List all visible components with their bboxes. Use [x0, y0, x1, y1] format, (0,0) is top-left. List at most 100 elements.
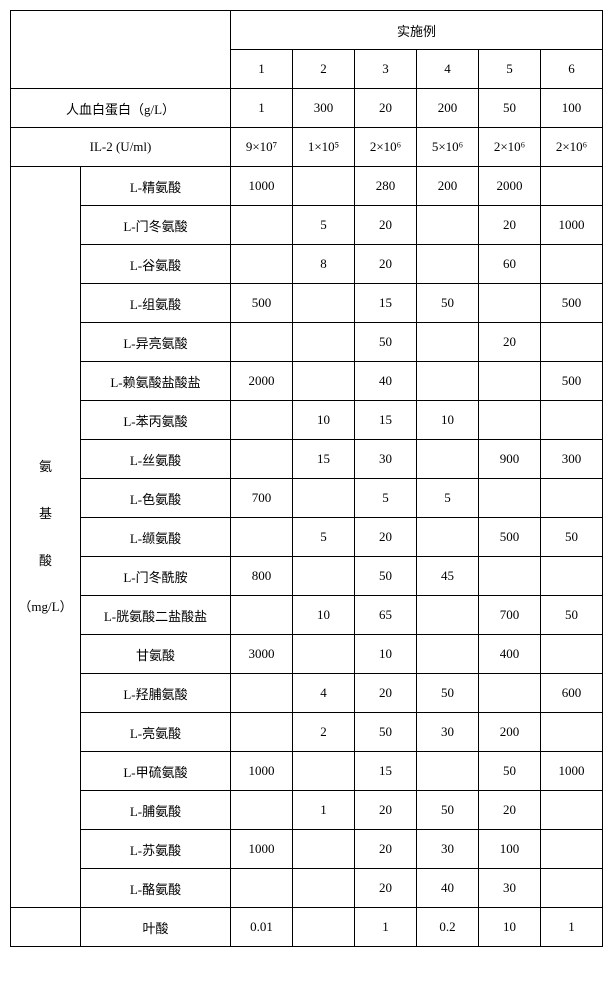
data-cell: 20 — [479, 206, 541, 245]
data-cell — [479, 557, 541, 596]
amino-label: L-赖氨酸盐酸盐 — [81, 362, 231, 401]
amino-label: L-谷氨酸 — [81, 245, 231, 284]
data-cell: 500 — [231, 284, 293, 323]
data-cell — [231, 245, 293, 284]
data-cell: 40 — [355, 362, 417, 401]
data-cell: 100 — [479, 830, 541, 869]
data-cell: 300 — [541, 440, 603, 479]
table-row: L-胱氨酸二盐酸盐106570050 — [11, 596, 603, 635]
amino-label: L-色氨酸 — [81, 479, 231, 518]
data-cell: 2×10⁶ — [355, 128, 417, 167]
data-cell — [417, 440, 479, 479]
data-cell: 50 — [355, 323, 417, 362]
data-cell: 20 — [479, 791, 541, 830]
data-cell — [417, 518, 479, 557]
data-cell: 30 — [479, 869, 541, 908]
data-cell — [231, 440, 293, 479]
data-cell — [479, 401, 541, 440]
data-cell: 2000 — [479, 167, 541, 206]
data-cell: 30 — [355, 440, 417, 479]
data-cell: 800 — [231, 557, 293, 596]
data-cell: 500 — [541, 284, 603, 323]
data-cell: 50 — [479, 752, 541, 791]
data-cell — [231, 518, 293, 557]
data-cell: 1000 — [231, 752, 293, 791]
data-cell — [541, 245, 603, 284]
bottom-label1 — [11, 908, 81, 947]
data-cell: 20 — [355, 206, 417, 245]
amino-label: L-亮氨酸 — [81, 713, 231, 752]
data-cell: 900 — [479, 440, 541, 479]
table-row: L-亮氨酸25030200 — [11, 713, 603, 752]
data-cell: 50 — [355, 713, 417, 752]
header-col: 1 — [231, 50, 293, 89]
data-cell: 40 — [417, 869, 479, 908]
table-row: L-组氨酸5001550500 — [11, 284, 603, 323]
data-cell: 65 — [355, 596, 417, 635]
amino-group-label: 氨基酸（mg/L） — [11, 167, 81, 908]
data-cell — [293, 869, 355, 908]
data-cell — [293, 752, 355, 791]
data-cell — [293, 908, 355, 947]
data-cell: 1000 — [231, 830, 293, 869]
data-cell — [541, 830, 603, 869]
data-cell: 1 — [355, 908, 417, 947]
header-blank — [11, 11, 231, 89]
data-cell: 2 — [293, 713, 355, 752]
data-cell: 600 — [541, 674, 603, 713]
data-cell: 1000 — [231, 167, 293, 206]
data-cell — [479, 362, 541, 401]
data-cell: 15 — [293, 440, 355, 479]
data-cell: 5 — [417, 479, 479, 518]
data-cell: 20 — [355, 869, 417, 908]
data-cell — [231, 323, 293, 362]
data-cell: 10 — [479, 908, 541, 947]
amino-label: L-苯丙氨酸 — [81, 401, 231, 440]
amino-label: L-脯氨酸 — [81, 791, 231, 830]
amino-label: L-羟脯氨酸 — [81, 674, 231, 713]
data-cell — [417, 596, 479, 635]
data-cell — [417, 362, 479, 401]
data-cell: 15 — [355, 401, 417, 440]
table-row: L-门冬氨酸520201000 — [11, 206, 603, 245]
data-cell — [479, 284, 541, 323]
amino-label: 甘氨酸 — [81, 635, 231, 674]
composition-table: 实施例123456人血白蛋白（g/L）13002020050100IL-2 (U… — [10, 10, 603, 947]
header-col: 2 — [293, 50, 355, 89]
table-row: L-门冬酰胺8005045 — [11, 557, 603, 596]
data-cell: 0.01 — [231, 908, 293, 947]
data-cell: 60 — [479, 245, 541, 284]
table-row: 甘氨酸300010400 — [11, 635, 603, 674]
data-cell: 20 — [479, 323, 541, 362]
amino-label: L-甲硫氨酸 — [81, 752, 231, 791]
data-cell: 5 — [293, 518, 355, 557]
data-cell: 20 — [355, 830, 417, 869]
data-cell — [417, 206, 479, 245]
table-row: L-苏氨酸10002030100 — [11, 830, 603, 869]
data-cell: 10 — [355, 635, 417, 674]
data-cell: 50 — [541, 518, 603, 557]
data-cell: 50 — [417, 674, 479, 713]
amino-label: L-精氨酸 — [81, 167, 231, 206]
data-cell — [231, 791, 293, 830]
table-row: L-酪氨酸204030 — [11, 869, 603, 908]
data-cell: 1 — [293, 791, 355, 830]
data-cell — [541, 401, 603, 440]
data-cell: 200 — [417, 167, 479, 206]
header-col: 5 — [479, 50, 541, 89]
data-cell: 400 — [479, 635, 541, 674]
data-cell — [231, 401, 293, 440]
table-row: L-羟脯氨酸42050600 — [11, 674, 603, 713]
data-cell — [417, 635, 479, 674]
data-cell — [541, 479, 603, 518]
amino-label: L-胱氨酸二盐酸盐 — [81, 596, 231, 635]
data-cell — [293, 635, 355, 674]
data-cell — [417, 752, 479, 791]
data-cell: 20 — [355, 791, 417, 830]
data-cell — [293, 284, 355, 323]
data-cell — [541, 791, 603, 830]
data-cell: 700 — [479, 596, 541, 635]
data-cell: 10 — [293, 596, 355, 635]
header-col: 3 — [355, 50, 417, 89]
data-cell: 200 — [479, 713, 541, 752]
